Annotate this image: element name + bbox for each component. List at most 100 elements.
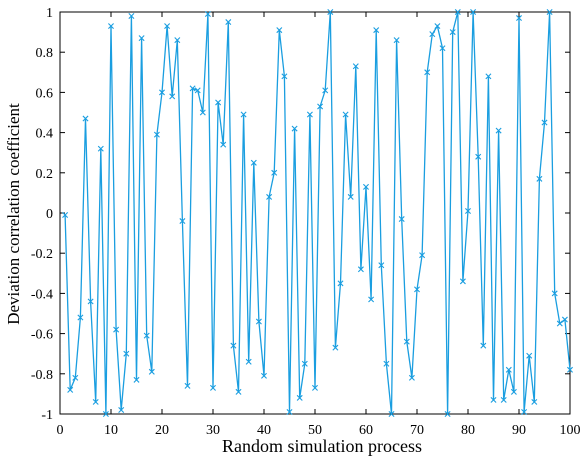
data-point xyxy=(108,23,114,30)
data-point xyxy=(245,358,252,365)
data-point xyxy=(123,350,130,357)
x-tick-label: 90 xyxy=(512,423,526,438)
data-point xyxy=(444,411,451,417)
data-point xyxy=(363,183,369,190)
data-point xyxy=(286,409,293,415)
data-point xyxy=(72,374,79,381)
x-tick-label: 60 xyxy=(359,423,373,438)
y-tick-label: 0.2 xyxy=(36,167,54,182)
data-point xyxy=(235,388,242,395)
data-point xyxy=(388,411,395,417)
data-point xyxy=(454,9,461,15)
x-tick-label: 70 xyxy=(410,423,424,438)
data-point xyxy=(516,15,522,22)
data-point xyxy=(403,338,410,345)
data-point xyxy=(465,208,471,214)
y-tick-label: -0.4 xyxy=(31,287,53,302)
data-point xyxy=(92,398,99,405)
data-point xyxy=(317,103,324,110)
data-point xyxy=(128,13,135,20)
data-point xyxy=(398,216,405,223)
data-point xyxy=(143,332,150,339)
data-point xyxy=(312,384,318,391)
x-tick-label: 20 xyxy=(155,423,169,438)
data-point xyxy=(291,125,298,132)
y-tick-label: -1 xyxy=(41,408,53,423)
data-point xyxy=(526,352,533,359)
data-point xyxy=(352,63,359,70)
y-tick-label: -0.8 xyxy=(31,368,53,383)
data-point xyxy=(266,193,273,200)
y-tick-label: 0 xyxy=(46,207,53,222)
data-point xyxy=(67,386,74,393)
data-point xyxy=(281,73,288,80)
data-point xyxy=(306,111,313,118)
axis-ticks xyxy=(59,11,571,415)
data-point xyxy=(541,119,548,126)
data-point xyxy=(342,111,349,118)
data-point xyxy=(327,9,334,15)
data-point xyxy=(347,193,354,200)
data-point xyxy=(225,19,232,26)
data-point xyxy=(521,409,528,415)
data-point xyxy=(113,326,120,333)
data-point xyxy=(62,212,69,218)
data-point xyxy=(434,23,441,30)
data-point xyxy=(118,406,125,413)
data-point xyxy=(255,318,262,325)
data-point xyxy=(220,141,227,148)
data-point xyxy=(240,111,247,118)
x-tick-label: 0 xyxy=(57,423,64,438)
data-point xyxy=(77,314,84,321)
data-point xyxy=(368,296,375,303)
x-axis-label: Random simulation process xyxy=(222,436,422,456)
data-point xyxy=(408,374,415,381)
data-point xyxy=(82,115,89,122)
data-point xyxy=(250,159,257,166)
data-point xyxy=(546,9,553,15)
data-point xyxy=(174,37,181,44)
data-point xyxy=(199,109,206,116)
data-point xyxy=(301,360,308,367)
data-point xyxy=(276,27,283,34)
data-point xyxy=(551,290,558,297)
data-point xyxy=(159,89,165,96)
y-tick-label: -0.2 xyxy=(31,247,53,262)
y-tick-label: 1 xyxy=(46,6,53,21)
data-point xyxy=(383,360,390,367)
data-point xyxy=(164,23,171,30)
data-point xyxy=(230,342,237,349)
data-point xyxy=(189,85,196,92)
data-point xyxy=(332,344,339,351)
data-point xyxy=(184,382,191,389)
data-point xyxy=(133,376,140,383)
tick-labels: 0 10 20 30 40 50 60 70 80 90 100-1-0.8-0.6-0.4-0.2… xyxy=(31,6,581,438)
series-line xyxy=(64,11,571,415)
data-point xyxy=(490,396,497,403)
data-point xyxy=(470,9,477,15)
data-point xyxy=(148,368,155,375)
data-point xyxy=(510,388,517,395)
y-tick-label: -0.6 xyxy=(31,328,53,343)
data-point xyxy=(419,252,426,259)
data-point xyxy=(322,87,329,94)
data-point xyxy=(97,145,104,152)
data-point xyxy=(495,127,502,134)
data-point xyxy=(261,372,267,379)
data-point xyxy=(567,366,573,373)
x-tick-label: 40 xyxy=(257,423,271,438)
series-group xyxy=(62,9,573,417)
data-point xyxy=(439,45,446,52)
data-point xyxy=(556,320,563,327)
data-point xyxy=(414,286,420,293)
x-tick-label: 30 xyxy=(206,423,220,438)
data-point xyxy=(531,398,538,405)
data-point xyxy=(536,175,543,182)
data-point xyxy=(87,298,94,305)
data-point xyxy=(138,35,145,42)
data-point xyxy=(373,27,380,34)
data-point xyxy=(393,37,400,44)
data-point xyxy=(357,266,364,273)
data-point xyxy=(505,366,512,373)
data-point xyxy=(102,411,109,417)
